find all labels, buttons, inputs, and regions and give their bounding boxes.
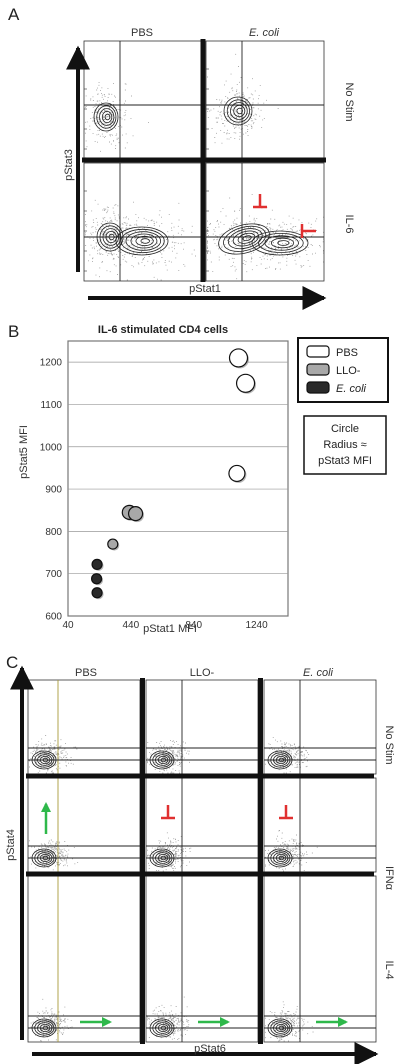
y-tick-label: 900 xyxy=(45,485,62,496)
radius-note-line-2: Radius ≈ xyxy=(323,439,366,451)
panel-c-letter: C xyxy=(6,653,18,672)
x-tick-label: 1240 xyxy=(245,620,268,631)
legend-swatch-llo xyxy=(306,363,330,376)
panel-c-flow-plot-0-2 xyxy=(263,679,377,775)
chart-title: IL-6 stimulated CD4 cells xyxy=(98,324,228,336)
panel-c-xlabel: pStat6 xyxy=(194,1043,226,1055)
panel-c-col-ecoli: E. coli xyxy=(303,667,334,679)
scatter-chart: 600 700 800 900 1000 1100 1200 40 440 840 1240 xyxy=(40,340,289,631)
point-llo--2 xyxy=(107,538,119,550)
chart-legend: PBS LLO- E. coli xyxy=(297,337,389,403)
panel-c-col-pbs: PBS xyxy=(75,667,97,679)
panel-c-flow-plot-2-1 xyxy=(145,875,259,1043)
panel-c-flow-plot-0-1 xyxy=(145,679,259,775)
panel-a-letter: A xyxy=(8,5,20,24)
point-llo--1 xyxy=(127,506,144,522)
y-tick-label: 1000 xyxy=(40,442,63,453)
point-pbs-2 xyxy=(228,464,246,483)
radius-note: Circle Radius ≈ pStat3 MFI xyxy=(303,415,387,475)
panel-c-ylabel: pStat4 xyxy=(5,829,17,861)
radius-note-box xyxy=(303,415,387,475)
x-tick-label: 840 xyxy=(185,620,202,631)
chart-xlabel: pStat1 MFI xyxy=(143,623,197,635)
panel-c-row-ifna: IFNα xyxy=(383,866,395,891)
panel-c: C PBS LLO- E. coli No Stim IFNα IL-4 pSt… xyxy=(5,653,395,1064)
panel-a-flow-plot-0-0 xyxy=(83,40,203,160)
legend-label-ecoli: E. coli xyxy=(336,383,367,395)
panel-c-row-il4: IL-4 xyxy=(383,961,395,980)
legend-swatch-ecoli xyxy=(306,381,330,394)
panel-a-ylabel: pStat3 xyxy=(63,149,75,181)
radius-note-line-1: Circle xyxy=(331,423,359,435)
point-e-coli-1 xyxy=(90,573,103,585)
panel-b-letter: B xyxy=(8,322,19,341)
y-tick-label: 800 xyxy=(45,527,62,538)
panel-c-row-nostim: No Stim xyxy=(383,725,395,764)
y-tick-label: 1100 xyxy=(40,400,62,411)
y-tick-label: 1200 xyxy=(40,358,63,369)
panel-b: B IL-6 stimulated CD4 cells 600 700 800 900… xyxy=(8,322,389,635)
point-pbs-1 xyxy=(235,373,256,393)
panel-c-flow-plot-1-1 xyxy=(145,777,259,873)
panel-a-flow-plot-1-1 xyxy=(205,162,325,282)
panel-c-flow-plots xyxy=(26,678,377,1044)
legend-label-llo: LLO- xyxy=(336,365,361,377)
y-tick-label: 700 xyxy=(45,569,62,580)
panel-c-flow-plot-1-2 xyxy=(263,777,377,873)
legend-swatch-pbs xyxy=(306,345,330,358)
panel-a-col-ecoli: E. coli xyxy=(249,27,280,39)
y-tick-label: 600 xyxy=(45,612,62,623)
chart-ylabel: pStat5 MFI xyxy=(18,425,30,479)
point-e-coli-0 xyxy=(91,558,103,570)
panel-c-flow-plot-0-0 xyxy=(27,679,141,775)
legend-label-pbs: PBS xyxy=(336,347,358,359)
panel-a-flow-plot-0-1 xyxy=(205,40,325,160)
panel-c-flow-plot-1-0 xyxy=(27,777,141,873)
panel-a-xlabel: pStat1 xyxy=(189,283,221,295)
x-tick-label: 40 xyxy=(62,620,74,631)
panel-c-flow-plot-2-2 xyxy=(263,875,377,1043)
panel-a: A PBS E. coli No Stim IL-6 pStat1 pStat3 xyxy=(8,5,355,310)
panel-a-row-nostim: No Stim xyxy=(343,82,355,121)
panel-a-flow-plots xyxy=(82,39,326,282)
radius-note-line-3: pStat3 MFI xyxy=(318,455,372,467)
point-e-coli-2 xyxy=(91,587,103,599)
x-tick-label: 440 xyxy=(123,620,140,631)
panel-a-row-il6: IL-6 xyxy=(343,215,355,234)
panel-c-flow-plot-2-0 xyxy=(27,875,141,1043)
panel-a-col-pbs: PBS xyxy=(131,27,153,39)
panel-a-flow-plot-1-0 xyxy=(83,162,203,282)
point-pbs-0 xyxy=(228,348,249,368)
panel-c-col-llo: LLO- xyxy=(190,667,215,679)
